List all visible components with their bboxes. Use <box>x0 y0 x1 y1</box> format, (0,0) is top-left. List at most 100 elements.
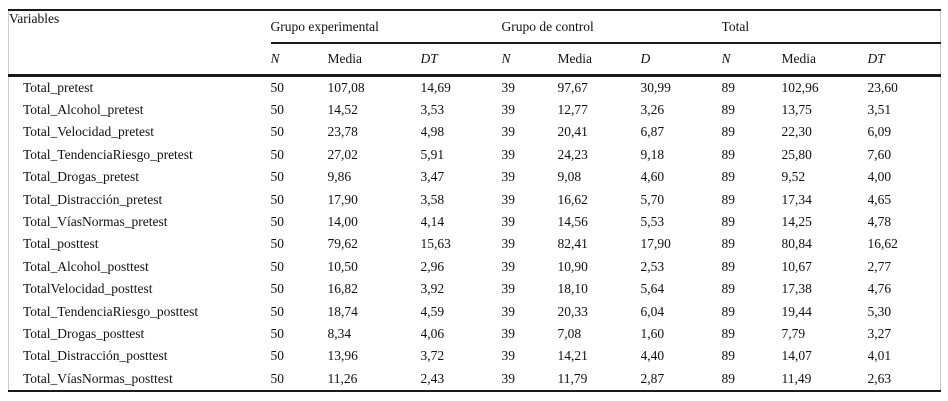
value-cell: 4,78 <box>867 214 892 230</box>
table-row: Total_TendenciaRiesgo_posttest 50 18,74 4,5… <box>9 300 941 322</box>
value-cell: 39 <box>501 303 516 319</box>
column-header-variables: Variables <box>8 10 271 77</box>
value-cell: 39 <box>501 258 516 274</box>
value-cell: 23,60 <box>867 79 898 95</box>
value-cell: 3,53 <box>420 102 445 118</box>
value-cell: 25,80 <box>781 146 812 162</box>
value-cell: 11,49 <box>781 370 812 386</box>
value-cell: 9,52 <box>781 169 806 185</box>
value-cell: 89 <box>721 214 736 230</box>
variable-name: Total_TendenciaRiesgo_pretest <box>23 146 193 162</box>
variable-name: Total_Alcohol_pretest <box>23 102 144 118</box>
group-header-row: Variables Grupo experimental Grupo de co… <box>8 10 941 77</box>
value-cell: 102,96 <box>781 79 819 95</box>
value-cell: 2,96 <box>420 258 445 274</box>
value-cell: 1,60 <box>640 325 665 341</box>
table-row: TotalVelocidad_posttest 50 16,82 3,92 39 18,1… <box>9 278 941 300</box>
value-cell: 89 <box>721 325 736 341</box>
value-cell: 11,79 <box>557 370 588 386</box>
value-cell: 2,53 <box>640 258 665 274</box>
table-header: Variables Grupo experimental Grupo de co… <box>8 10 941 77</box>
table-row: Total_Drogas_pretest 50 9,86 3,47 39 9,08 4,60… <box>9 166 941 188</box>
value-cell: 17,34 <box>781 191 812 207</box>
table-row: Total_pretest 50 107,08 14,69 39 97,67 30,99 89… <box>9 75 941 99</box>
column-header-exp-dt: DT <box>420 43 502 77</box>
value-cell: 4,14 <box>420 214 445 230</box>
value-cell: 4,76 <box>867 281 892 297</box>
table-body: Total_pretest 50 107,08 14,69 39 97,67 30,99 89… <box>9 75 941 391</box>
value-cell: 50 <box>270 348 285 364</box>
value-cell: 18,10 <box>557 281 588 297</box>
value-cell: 10,90 <box>557 258 588 274</box>
value-cell: 14,25 <box>781 214 812 230</box>
column-header-ctl-media: Media <box>557 43 641 77</box>
column-header-tot-media: Media <box>781 43 868 77</box>
table-row: Total_VíasNormas_posttest 50 11,26 2,43 39 11… <box>9 368 941 391</box>
value-cell: 2,63 <box>867 370 892 386</box>
value-cell: 14,07 <box>781 348 812 364</box>
value-cell: 50 <box>270 370 285 386</box>
value-cell: 4,59 <box>420 303 445 319</box>
column-header-exp-n: N <box>270 43 328 77</box>
value-cell: 39 <box>501 370 516 386</box>
value-cell: 9,08 <box>557 169 582 185</box>
value-cell: 4,98 <box>420 124 445 140</box>
value-cell: 5,30 <box>867 303 892 319</box>
value-cell: 27,02 <box>327 146 358 162</box>
column-header-tot-n: N <box>721 43 782 77</box>
value-cell: 5,64 <box>640 281 665 297</box>
value-cell: 20,33 <box>557 303 588 319</box>
value-cell: 89 <box>721 146 736 162</box>
variable-name: Total_VíasNormas_posttest <box>23 370 173 386</box>
value-cell: 39 <box>501 191 516 207</box>
column-header-tot-dt: DT <box>867 43 941 77</box>
value-cell: 22,30 <box>781 124 812 140</box>
group-header-total: Total <box>721 10 941 44</box>
value-cell: 50 <box>270 214 285 230</box>
table-row: Total_TendenciaRiesgo_pretest 50 27,02 5,91… <box>9 144 941 166</box>
variable-name: Total_pretest <box>23 79 94 95</box>
value-cell: 89 <box>721 281 736 297</box>
value-cell: 14,52 <box>327 102 358 118</box>
value-cell: 97,67 <box>557 79 588 95</box>
value-cell: 16,62 <box>867 236 898 252</box>
group-header-control: Grupo de control <box>501 10 722 44</box>
value-cell: 6,09 <box>867 124 892 140</box>
column-header-ctl-d: D <box>640 43 722 77</box>
table-row: Total_Alcohol_pretest 50 14,52 3,53 39 12,77 3… <box>9 99 941 121</box>
value-cell: 11,26 <box>327 370 358 386</box>
value-cell: 2,43 <box>420 370 445 386</box>
value-cell: 50 <box>270 325 285 341</box>
value-cell: 6,87 <box>640 124 665 140</box>
value-cell: 4,40 <box>640 348 665 364</box>
value-cell: 82,41 <box>557 236 588 252</box>
value-cell: 89 <box>721 191 736 207</box>
value-cell: 50 <box>270 124 285 140</box>
table-row: Total_Alcohol_posttest 50 10,50 2,96 39 10,90… <box>9 256 941 278</box>
table-row: Total_Distracción_posttest 50 13,96 3,72 39 1… <box>9 345 941 367</box>
value-cell: 39 <box>501 102 516 118</box>
value-cell: 4,65 <box>867 191 892 207</box>
value-cell: 3,26 <box>640 102 665 118</box>
value-cell: 89 <box>721 258 736 274</box>
value-cell: 13,96 <box>327 348 358 364</box>
value-cell: 89 <box>721 236 736 252</box>
table-row: Total_Distracción_pretest 50 17,90 3,58 39 16… <box>9 188 941 210</box>
variable-name: Total_VíasNormas_pretest <box>23 214 168 230</box>
variable-name: Total_posttest <box>23 236 99 252</box>
value-cell: 50 <box>270 303 285 319</box>
value-cell: 16,62 <box>557 191 588 207</box>
value-cell: 7,08 <box>557 325 582 341</box>
value-cell: 39 <box>501 169 516 185</box>
value-cell: 12,77 <box>557 102 588 118</box>
value-cell: 5,91 <box>420 146 445 162</box>
value-cell: 50 <box>270 258 285 274</box>
value-cell: 79,62 <box>327 236 358 252</box>
value-cell: 89 <box>721 303 736 319</box>
value-cell: 10,67 <box>781 258 812 274</box>
value-cell: 2,77 <box>867 258 892 274</box>
value-cell: 3,92 <box>420 281 445 297</box>
value-cell: 2,87 <box>640 370 665 386</box>
value-cell: 39 <box>501 146 516 162</box>
